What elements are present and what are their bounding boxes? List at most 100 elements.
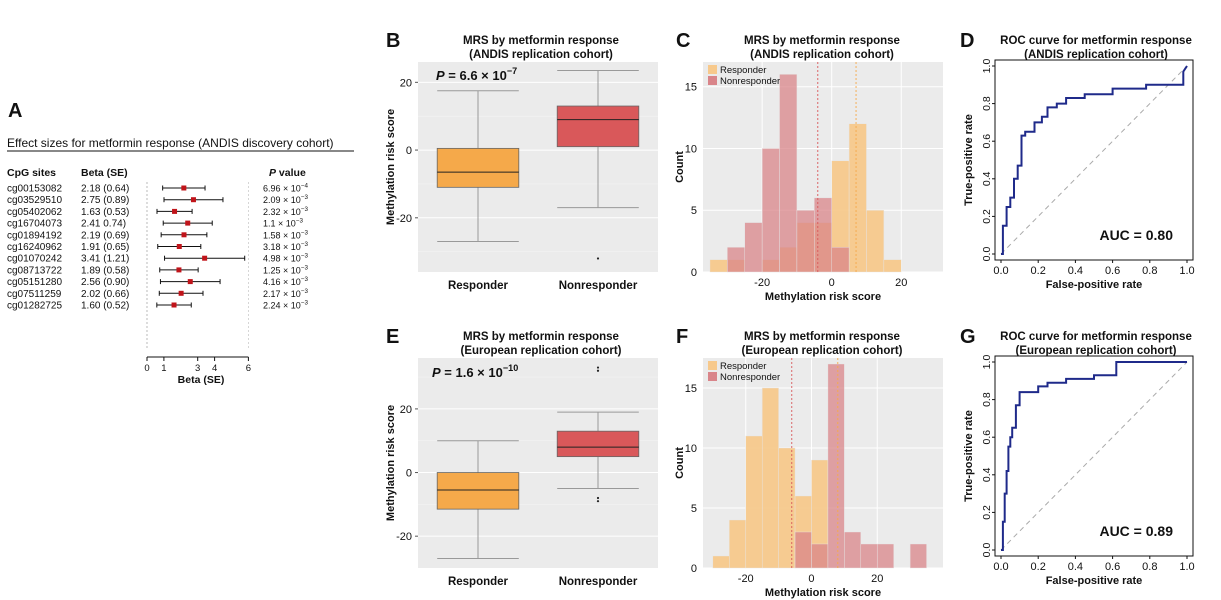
histogram-bar [779,74,798,273]
legend-swatch [708,361,717,370]
x-tick-label: 0.6 [1105,561,1120,573]
forest-x-axis-label: Beta (SE) [178,374,225,386]
x-tick-label: 0.4 [1068,561,1083,573]
y-tick-label: 0.8 [981,392,993,407]
y-axis-label: True-positive rate [963,114,975,206]
forest-row-beta-se: 1.63 (0.53) [81,207,129,218]
forest-row-beta-se: 2.75 (0.89) [81,195,129,206]
x-tick-label: 0.0 [993,561,1008,573]
panel-letter-e: E [386,326,399,348]
legend-swatch [708,65,717,74]
forest-point [176,244,182,249]
box-iqr [556,105,640,148]
panel-letter-g: G [960,326,976,348]
histogram-bar [727,247,745,273]
y-tick-label: 5 [691,205,697,217]
histogram-bar [729,519,746,569]
forest-row-pvalue: 2.17 × 10−3 [263,288,308,299]
auc-label: AUC = 0.80 [1099,227,1173,243]
y-tick-label: -20 [396,531,412,543]
legend-swatch [708,76,717,85]
y-tick-label: 0.6 [981,430,993,445]
histogram-bar [744,222,763,273]
panel-letter-d: D [960,30,974,52]
forest-col-beta: Beta (SE) [81,167,128,179]
y-tick-label: 15 [685,82,697,94]
forest-row-beta-se: 2.18 (0.64) [81,184,129,195]
panel-letter-c: C [676,30,690,52]
forest-point [171,302,177,308]
box-outlier [596,496,600,500]
panel-title: MRS by metformin response [463,331,619,343]
histogram-bar [814,197,832,273]
x-tick-label: 0.2 [1031,265,1046,277]
forest-row-beta-se: 2.41 0.74) [81,219,126,230]
forest-row-cpg: cg00153082 [7,184,62,195]
forest-row-beta-se: 1.89 (0.58) [81,265,129,276]
y-tick-label: 1.0 [981,59,993,74]
legend-label: Nonresponder [720,372,780,383]
panel-title: ROC curve for metformin response [1000,331,1192,343]
y-tick-label: 0.2 [981,505,993,520]
x-tick-label: 0.2 [1031,561,1046,573]
y-tick-label: 0 [691,267,697,279]
forest-row-pvalue: 6.96 × 10−4 [263,182,308,193]
panel-letter-b: B [386,30,400,52]
x-axis-label: False-positive rate [1046,279,1143,291]
box-iqr [556,430,640,458]
y-tick-label: 5 [691,503,697,515]
forest-x-tick-label: 1 [161,363,166,374]
y-tick-label: 0 [406,145,412,157]
panel-subtitle: (ANDIS replication cohort) [1024,49,1168,61]
forest-x-tick-label: 4 [212,363,217,374]
y-tick-label: 10 [685,143,697,155]
histogram-bar [761,387,779,569]
histogram-bar [831,247,850,273]
forest-point [187,279,193,285]
legend-label: Responder [720,361,766,372]
histogram-bar [860,543,878,569]
y-axis-label: Methylation risk score [385,405,397,521]
y-axis-label: True-positive rate [963,410,975,502]
y-tick-label: 20 [400,404,412,416]
x-tick-label: 0.6 [1105,265,1120,277]
p-value-annotation: P = 6.6 × 10−7 [436,66,517,83]
panel-subtitle: (European replication cohort) [741,345,902,357]
histogram-bar [712,555,730,569]
forest-point [202,255,208,261]
x-tick-label: -20 [754,277,770,289]
forest-row-cpg: cg05151280 [7,277,62,288]
panel-subtitle: (European replication cohort) [1015,345,1176,357]
box-iqr [436,472,520,510]
histogram-bar [794,531,812,569]
x-category-label: Responder [448,576,509,588]
roc-diagonal [1000,361,1188,551]
auc-label: AUC = 0.89 [1099,523,1173,539]
y-tick-label: 0.4 [981,171,993,186]
forest-point [176,267,182,273]
histogram-bar [778,447,796,569]
forest-row-cpg: cg03529510 [7,195,62,206]
panel-subtitle: (European replication cohort) [460,345,621,357]
forest-x-tick-label: 0 [144,363,149,374]
panel-letter-a: A [8,100,22,122]
x-axis-label: Methylation risk score [765,587,881,599]
x-category-label: Responder [448,280,509,292]
forest-title: Effect sizes for metformin response (AND… [7,136,334,150]
y-tick-label: 0.8 [981,96,993,111]
legend-swatch [708,372,717,381]
legend-label: Responder [720,65,766,76]
panel-title: MRS by metformin response [463,35,619,47]
histogram-bar [745,435,763,569]
histogram-bar [877,543,894,569]
y-tick-label: 0 [691,563,697,575]
roc-curve [1001,361,1187,551]
y-tick-label: 0 [406,468,412,480]
forest-row-beta-se: 2.56 (0.90) [81,277,129,288]
y-tick-label: 0.2 [981,209,993,224]
histogram-bar [796,210,815,273]
forest-point [181,232,187,238]
x-tick-label: 20 [895,277,907,289]
x-axis-label: Methylation risk score [765,291,881,303]
